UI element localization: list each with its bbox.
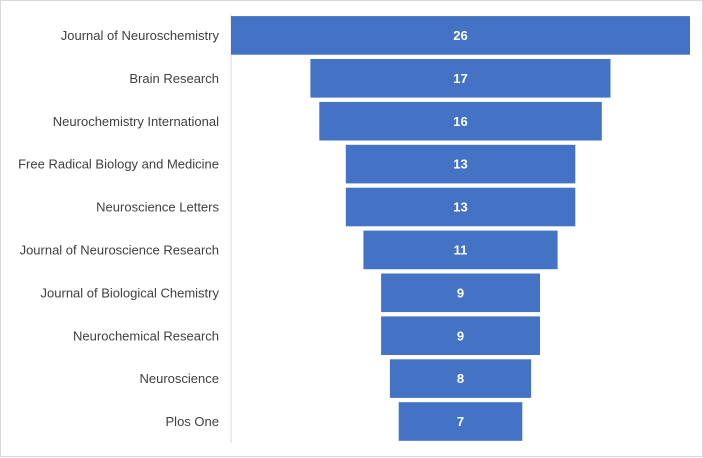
category-label: Free Radical Biology and Medicine [18,157,219,172]
funnel-bar [310,59,611,98]
bar-value-label: 13 [453,200,467,215]
bar-value-label: 9 [457,285,464,300]
funnel-bar [389,359,532,398]
funnel-bar [398,402,523,441]
category-label: Neurochemistry International [53,114,219,129]
bar-value-label: 11 [454,242,468,257]
category-label: Neurochemical Research [73,328,219,343]
bar-value-label: 16 [453,114,467,129]
funnel-bar [231,16,690,55]
bar-value-label: 26 [453,28,467,43]
category-label: Neuroscience [140,371,220,386]
bar-value-label: 17 [453,71,467,86]
bar-value-label: 8 [457,371,464,386]
funnel-bar [381,316,540,355]
funnel-bar [319,101,602,141]
category-label: Journal of Neuroschemistry [61,28,220,43]
category-label: Journal of Neuroscience Research [20,242,219,257]
funnel-bar [381,273,540,313]
funnel-bar [345,187,576,227]
funnel-bar [363,230,558,270]
funnel-bar [345,144,576,184]
category-label: Plos One [166,414,219,429]
category-label: Brain Research [129,71,219,86]
category-label: Journal of Biological Chemistry [41,285,220,300]
category-label: Neuroscience Letters [96,200,219,215]
bar-value-label: 13 [453,157,467,172]
bar-value-label: 7 [457,414,464,429]
bar-value-label: 9 [457,328,464,343]
